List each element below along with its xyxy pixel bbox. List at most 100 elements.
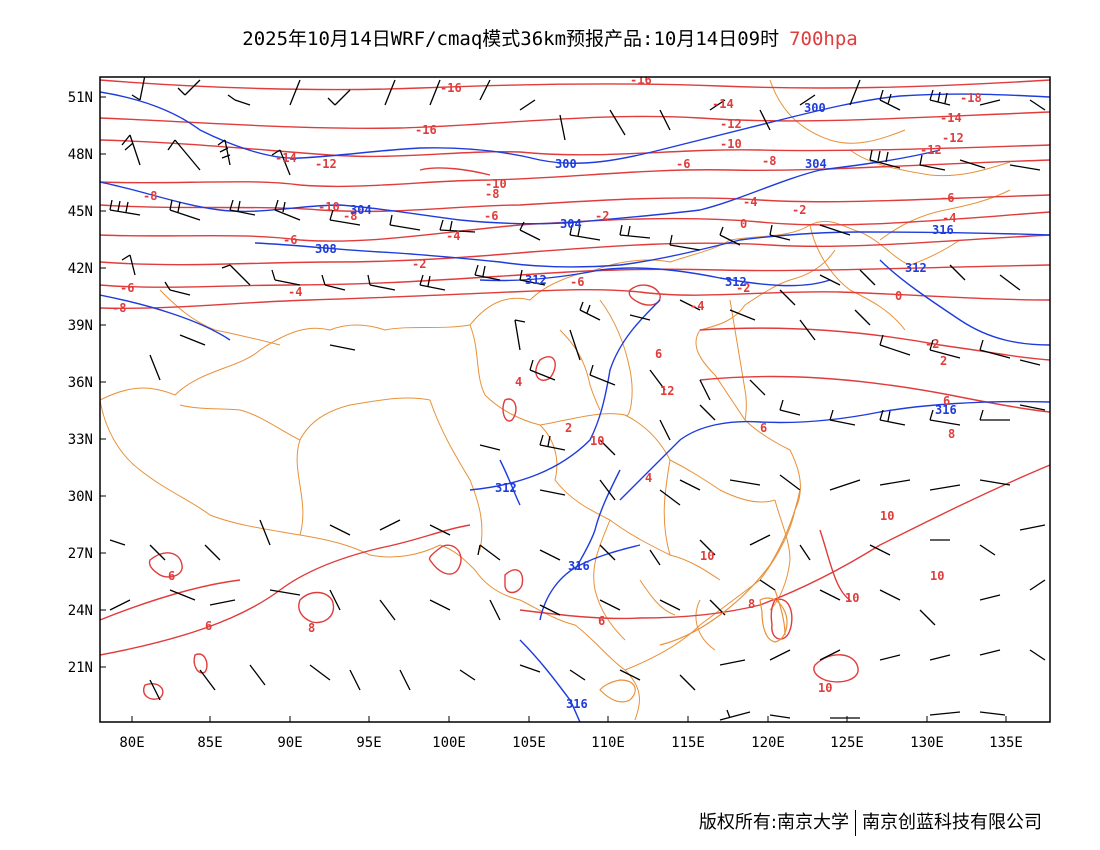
temp-label: -6 — [570, 275, 584, 289]
lon-label: 125E — [830, 735, 864, 751]
temp-label: 10 — [880, 509, 894, 523]
chart-title: 2025年10月14日WRF/cmaq模式36km预报产品:10月14日09时 7… — [0, 24, 1100, 51]
temp-label: 10 — [818, 681, 832, 695]
temp-label: -12 — [720, 117, 742, 131]
lon-label: 130E — [910, 735, 944, 751]
temp-label: -12 — [942, 131, 964, 145]
temp-label: -12 — [315, 157, 337, 171]
temp-label: 6 — [205, 619, 212, 633]
copyright-footer: 版权所有:南京大学 南京创蓝科技有限公司 — [699, 808, 1042, 836]
height-label: 316 — [932, 223, 954, 237]
temp-label: 4 — [515, 375, 522, 389]
lat-label: 51N — [68, 90, 93, 106]
temp-label: 6 — [598, 614, 605, 628]
temp-label: -8 — [343, 209, 357, 223]
lon-label: 95E — [356, 735, 381, 751]
temp-label: -10 — [720, 137, 742, 151]
height-label: 312 — [495, 481, 517, 495]
temp-label: 10 — [930, 569, 944, 583]
height-label: 308 — [315, 242, 337, 256]
temp-label: -14 — [712, 97, 734, 111]
lon-label: 110E — [591, 735, 625, 751]
temp-label: -16 — [440, 81, 462, 95]
lat-label: 27N — [68, 546, 93, 562]
height-label: 312 — [905, 261, 927, 275]
lat-label: 33N — [68, 432, 93, 448]
height-label: 300 — [555, 157, 577, 171]
temp-label: 10 — [845, 591, 859, 605]
lon-label: 80E — [119, 735, 144, 751]
temp-label: -14 — [275, 151, 297, 165]
temp-label: -10 — [485, 177, 507, 191]
temp-label: 10 — [700, 549, 714, 563]
lat-label: 21N — [68, 660, 93, 676]
temp-label: 6 — [655, 347, 662, 361]
temperature-contours — [100, 79, 1050, 700]
latitude-ticks — [100, 96, 106, 668]
temp-label: 0 — [740, 217, 747, 231]
temp-label: -8 — [143, 189, 157, 203]
temp-label: -6 — [940, 191, 954, 205]
lat-label: 45N — [68, 204, 93, 220]
temp-label: -2 — [792, 203, 806, 217]
temp-label: -12 — [920, 143, 942, 157]
temp-label: 12 — [660, 384, 674, 398]
lon-label: 135E — [989, 735, 1023, 751]
lat-label: 36N — [68, 375, 93, 391]
lon-label: 115E — [671, 735, 705, 751]
height-label: 316 — [566, 697, 588, 711]
temp-label: -2 — [736, 281, 750, 295]
temp-label: -4 — [743, 195, 757, 209]
temp-label: -4 — [446, 229, 460, 243]
temp-label: 8 — [948, 427, 955, 441]
height-label: 304 — [560, 217, 582, 231]
lat-label: 24N — [68, 603, 93, 619]
temp-label: -2 — [925, 337, 939, 351]
temp-label: 6 — [943, 394, 950, 408]
temp-label: 2 — [565, 421, 572, 435]
temp-label: -8 — [485, 187, 499, 201]
pressure-level: 700hpa — [789, 28, 858, 50]
lat-label: 48N — [68, 147, 93, 163]
temp-label: -6 — [484, 209, 498, 223]
temp-label: -4 — [288, 285, 302, 299]
temperature-labels: -18 -16 -16 -14 -12 -16 -14 -12 -10 -12 … — [112, 73, 982, 695]
height-label: 312 — [725, 275, 747, 289]
temp-label: -16 — [630, 73, 652, 87]
lat-label: 39N — [68, 318, 93, 334]
temp-label: -8 — [762, 154, 776, 168]
height-label: 312 — [525, 273, 547, 287]
coastline — [599, 489, 801, 703]
temp-label: -10 — [318, 200, 340, 214]
wind-barbs — [109, 77, 1046, 721]
copyright-company: 南京创蓝科技有限公司 — [862, 812, 1042, 833]
temp-label: -18 — [960, 91, 982, 105]
temp-label: 8 — [308, 621, 315, 635]
lon-label: 85E — [197, 735, 222, 751]
height-label: 304 — [350, 203, 372, 217]
temp-label: -6 — [676, 157, 690, 171]
height-label: 316 — [568, 559, 590, 573]
temp-label: 6 — [760, 421, 767, 435]
lat-label: 42N — [68, 261, 93, 277]
lon-label: 105E — [512, 735, 546, 751]
height-label: 304 — [805, 157, 827, 171]
temp-label: -16 — [415, 123, 437, 137]
temp-label: -2 — [412, 257, 426, 271]
temp-label: -6 — [120, 281, 134, 295]
height-labels: 300 300 304 304 304 308 312 312 312 312 … — [315, 101, 957, 711]
footer-divider — [855, 810, 856, 836]
temp-label: -8 — [112, 301, 126, 315]
title-main: 2025年10月14日WRF/cmaq模式36km预报产品:10月14日09时 — [242, 28, 780, 50]
temp-label: 2 — [940, 354, 947, 368]
temp-label: -2 — [595, 209, 609, 223]
lon-label: 100E — [432, 735, 466, 751]
temp-label: -14 — [940, 111, 962, 125]
longitude-ticks — [131, 716, 1007, 722]
height-label: 316 — [935, 403, 957, 417]
temp-label: 0 — [895, 289, 902, 303]
lon-label: 120E — [751, 735, 785, 751]
latitude-axis: 51N 48N 45N 42N 39N 36N 33N 30N 27N 24N … — [68, 90, 93, 676]
temp-label: -4 — [690, 299, 704, 313]
